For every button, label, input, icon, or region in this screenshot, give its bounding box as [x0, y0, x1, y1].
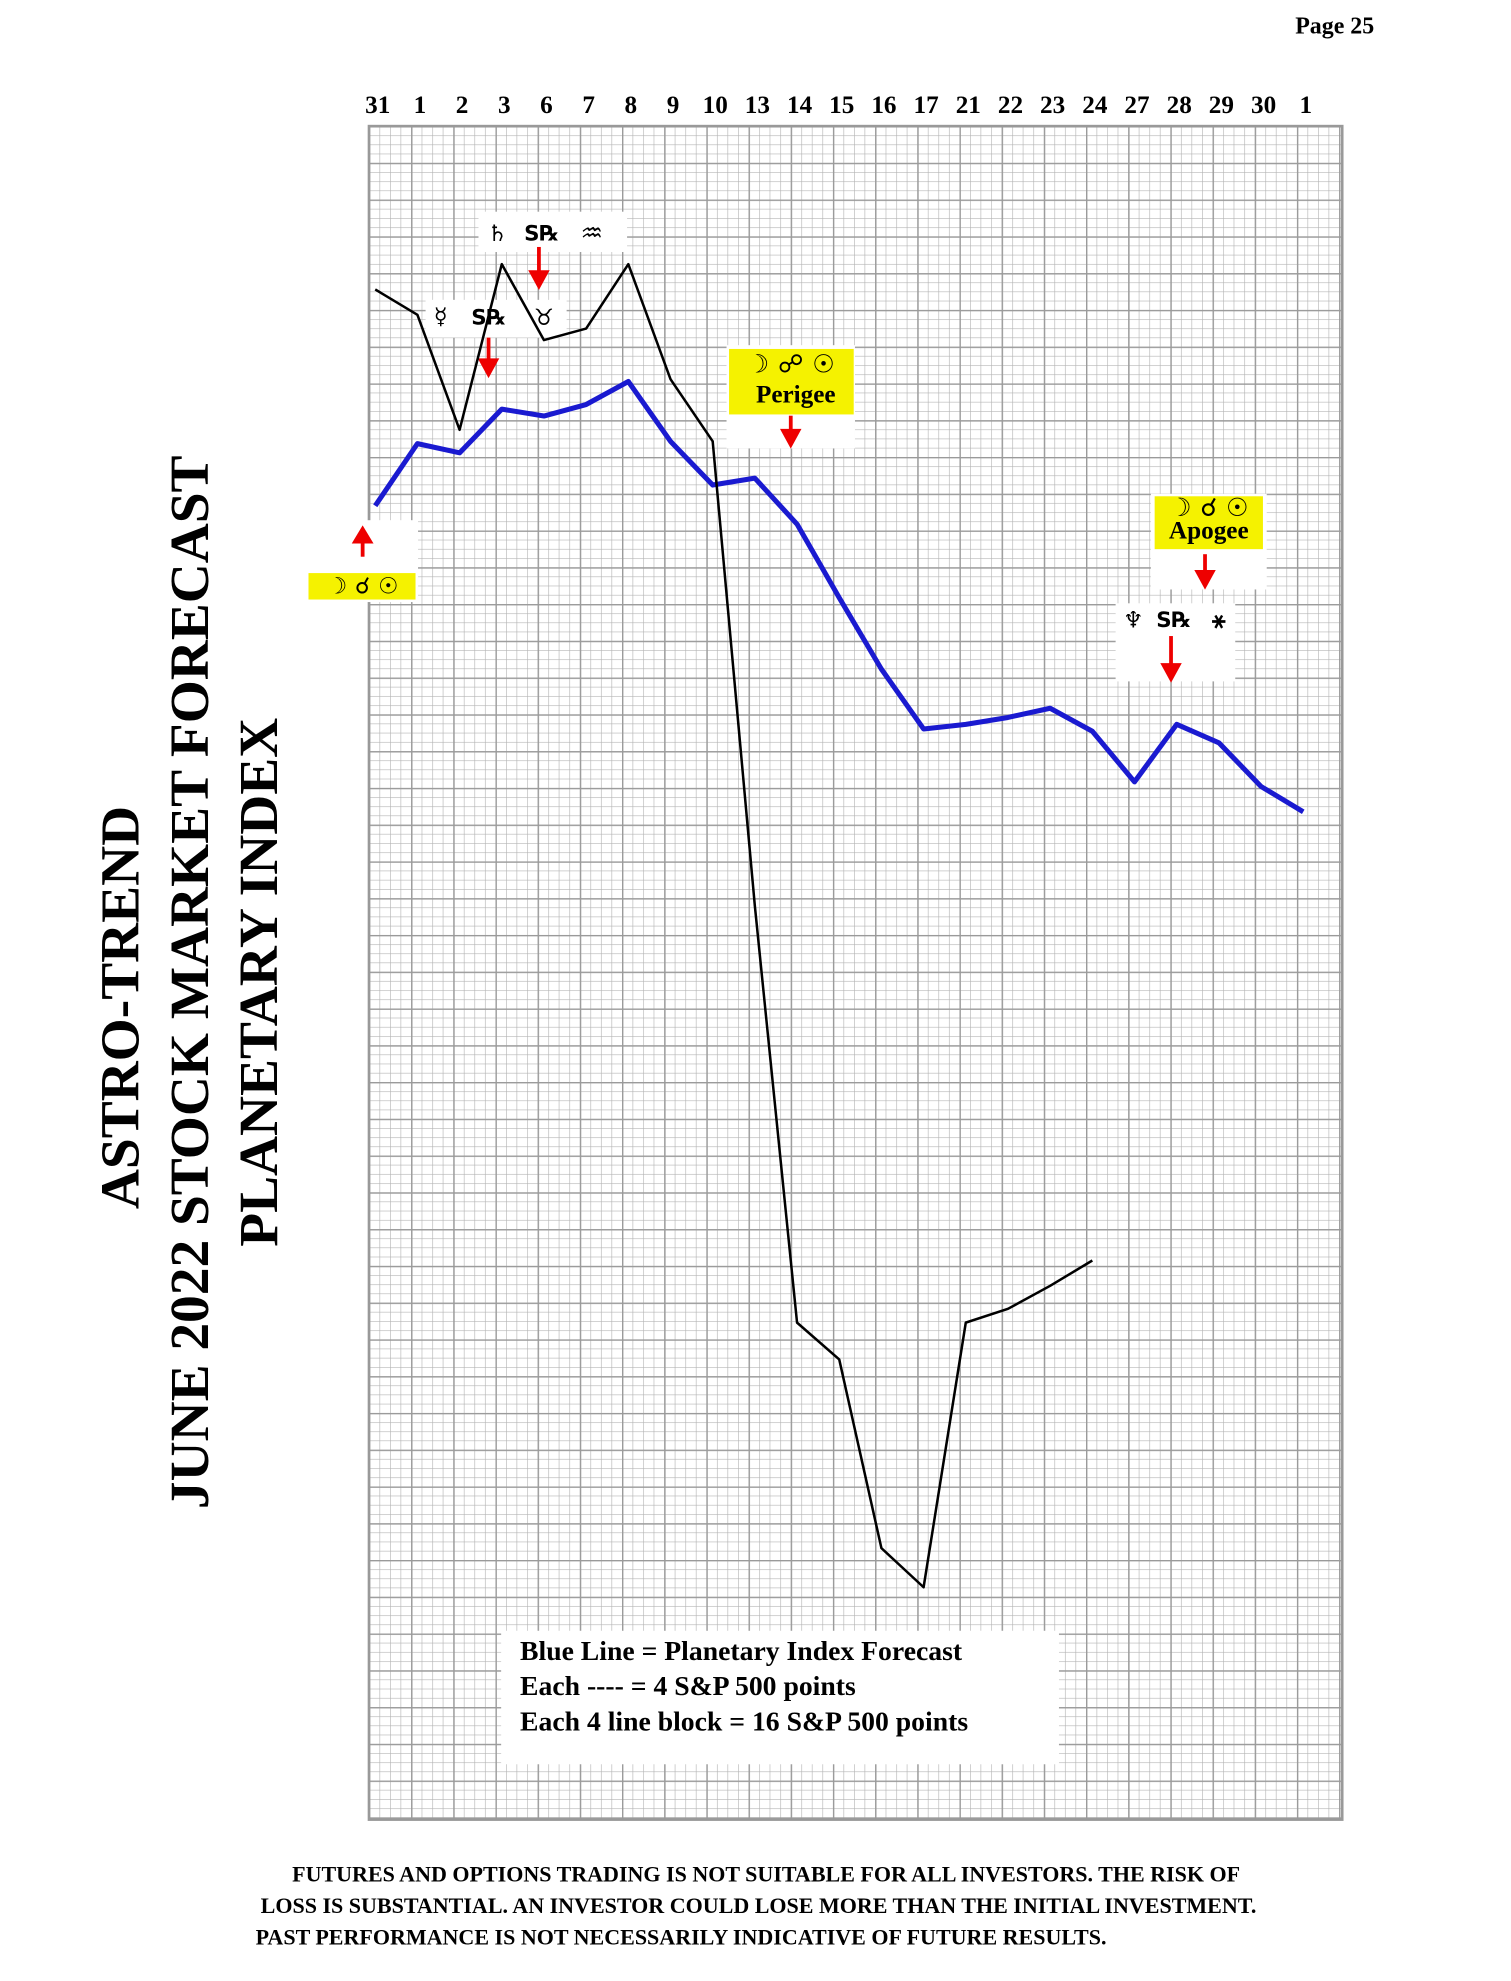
x-tick-label: 23: [1040, 92, 1065, 119]
chart-title: JUNE 2022 STOCK MARKET FORECAST: [159, 455, 220, 1509]
series-line: [374, 262, 1093, 1589]
page-label: Page 25: [1295, 13, 1374, 39]
x-tick-label: 16: [871, 92, 896, 119]
highlight: [729, 348, 854, 415]
box: [425, 299, 567, 338]
x-tick-label: 1: [414, 92, 427, 119]
x-tick-label: 7: [582, 92, 595, 119]
x-tick-label: 15: [829, 92, 854, 119]
disclaimer: LOSS IS SUBSTANTIAL. AN INVESTOR COULD L…: [261, 1893, 1257, 1918]
chart-title: ASTRO-TREND: [90, 806, 151, 1209]
grid-major: [368, 126, 1343, 1820]
annotation: S℞: [1156, 608, 1191, 633]
annotation-boxes: [305, 211, 1267, 1765]
x-tick-label: 29: [1209, 92, 1234, 119]
x-tick-label: 21: [956, 92, 981, 119]
x-tick-label: 3: [498, 92, 511, 119]
x-tick-label: 30: [1251, 92, 1276, 119]
x-tick-label: 24: [1082, 92, 1108, 119]
x-tick-label: 27: [1124, 92, 1149, 119]
annotation: S℞: [524, 221, 559, 246]
disclaimer: FUTURES AND OPTIONS TRADING IS NOT SUITA…: [292, 1861, 1240, 1886]
arrow-head: [528, 270, 550, 290]
arrows: [351, 246, 1216, 683]
highlight: [308, 573, 416, 600]
annotation: ⚹: [1212, 607, 1226, 633]
annotation: ☿: [434, 304, 448, 330]
x-tick-label: 14: [787, 92, 813, 119]
annotation: ♆: [1123, 607, 1143, 633]
legend-box: [501, 1630, 1059, 1765]
arrow-head: [477, 358, 500, 379]
legend-text: Blue Line = Planetary Index Forecast: [520, 1635, 963, 1666]
arrow-head: [1194, 569, 1216, 590]
x-tick-label: 2: [456, 92, 469, 119]
annotation: ☽ ☌ ☉: [1169, 493, 1249, 522]
x-tick-label: 8: [625, 92, 638, 119]
x-tick-label: 31: [365, 92, 390, 119]
plot-area: [367, 124, 1344, 1821]
legend-text: Each 4 line block = 16 S&P 500 points: [520, 1705, 968, 1736]
annotation: ☽ ☌ ☉: [327, 573, 399, 599]
annotation: ♒: [581, 218, 604, 247]
box: [478, 211, 628, 252]
annotation: Apogee: [1169, 518, 1249, 545]
x-tick-label: 10: [703, 92, 728, 119]
x-tick-label: 13: [745, 92, 770, 119]
chart-layer: 31 1 2 3 6 7 8 9 10 13 14 15 16 17 21 22 23 24 27 28 29 30 1☽ …: [90, 92, 1312, 1949]
highlight: [1154, 496, 1263, 550]
x-tick-label: 17: [914, 92, 939, 119]
annotation: ♉: [534, 305, 554, 331]
x-tick-label: 28: [1167, 92, 1192, 119]
x-tick-label: 22: [998, 92, 1023, 119]
annotation: Perigee: [756, 382, 836, 409]
annotation: S℞: [471, 306, 506, 331]
x-tick-label: 1: [1299, 92, 1312, 119]
x-tick-label: 9: [667, 92, 680, 119]
arrow-head: [351, 525, 374, 544]
annotation: ☽ ☍ ☉: [747, 349, 835, 378]
x-tick-label: 6: [540, 92, 553, 119]
plot-frame: [367, 124, 1344, 1821]
annotation: ♄: [487, 221, 507, 247]
arrow-head: [1160, 663, 1182, 683]
legend-text: Each ---- = 4 S&P 500 points: [520, 1670, 856, 1701]
series-line: [373, 378, 1305, 814]
disclaimer: PAST PERFORMANCE IS NOT NECESSARILY INDI…: [256, 1924, 1107, 1949]
chart-title: PLANETARY INDEX: [228, 718, 289, 1247]
arrow-head: [780, 428, 802, 449]
